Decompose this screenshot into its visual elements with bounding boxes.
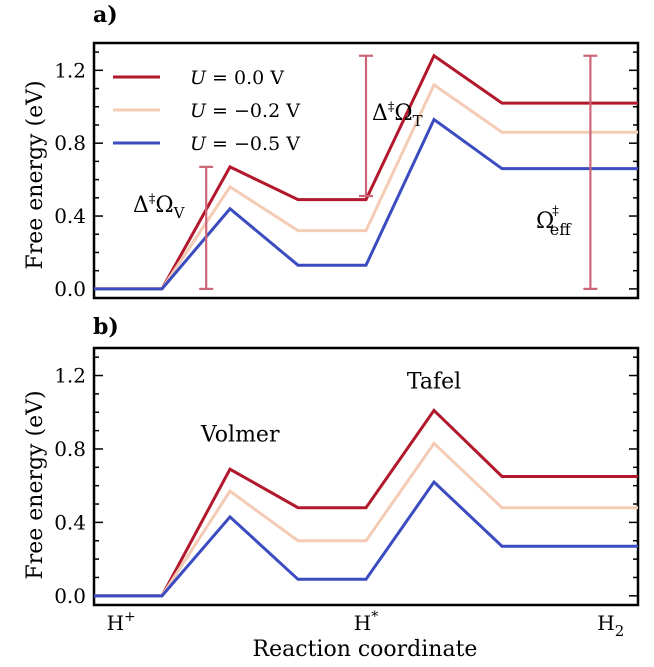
delta-symbol: Δ bbox=[133, 193, 149, 218]
panel-b-ytick-label: 0.4 bbox=[54, 510, 86, 534]
legend-entry-2: U = −0.5 V bbox=[190, 133, 300, 155]
volmer-label: Volmer bbox=[200, 423, 280, 448]
tafel-barrier-label: Δ‡ΩT bbox=[372, 100, 423, 130]
legend-symbol: U bbox=[190, 133, 207, 155]
panel-b-series-line-1 bbox=[94, 441, 638, 598]
panel-a-ylabel: Free energy (eV) bbox=[23, 80, 48, 269]
omega-symbol: Ω bbox=[536, 209, 554, 234]
panel-a-ytick-label: 0.4 bbox=[54, 204, 86, 228]
xtick-sup: * bbox=[371, 609, 378, 625]
panel-b-label: b) bbox=[93, 314, 119, 340]
panel-a-ytick-label: 0.0 bbox=[54, 277, 86, 301]
volmer-barrier-label: Δ‡ΩV bbox=[133, 192, 186, 222]
panel-b-series-line-0 bbox=[94, 408, 638, 598]
effective-barrier-label: Ω‡ eff bbox=[536, 204, 572, 239]
panel-b-ytick-label: 1.2 bbox=[54, 364, 86, 388]
panel-b-series-line-2 bbox=[94, 479, 638, 598]
legend-value: = −0.2 V bbox=[206, 100, 300, 122]
xtick-label-0: H+ bbox=[107, 609, 136, 635]
legend-symbol: U bbox=[190, 100, 207, 122]
xtick-sub: 2 bbox=[615, 622, 625, 640]
double-dagger: ‡ bbox=[388, 100, 395, 115]
panel-a-series-line-0 bbox=[94, 53, 638, 291]
legend-value: = 0.0 V bbox=[206, 67, 284, 89]
legend-symbol: U bbox=[190, 67, 207, 89]
subscript: V bbox=[173, 204, 186, 222]
panel-a-series-line-2 bbox=[94, 117, 638, 291]
panel-b-ylabel: Free energy (eV) bbox=[23, 390, 48, 579]
panel-a-ytick-label: 0.8 bbox=[54, 131, 86, 155]
subscript: eff bbox=[550, 220, 572, 239]
xtick-main: H bbox=[354, 611, 371, 635]
xtick-sup: + bbox=[124, 609, 136, 625]
xtick-label-1: H* bbox=[354, 609, 378, 635]
panel-b-ytick-label: 0.8 bbox=[54, 437, 86, 461]
subscript: T bbox=[413, 112, 423, 130]
legend: U = 0.0 VU = −0.2 VU = −0.5 V bbox=[113, 67, 300, 155]
legend-entry-0: U = 0.0 V bbox=[190, 67, 284, 89]
legend-value: = −0.5 V bbox=[206, 133, 300, 155]
xtick-main: H bbox=[107, 611, 124, 635]
panel-b-ytick-label: 0.0 bbox=[54, 584, 86, 608]
double-dagger: ‡ bbox=[149, 192, 156, 207]
panel-b-xlabel: Reaction coordinate bbox=[253, 637, 478, 662]
panel-a-plot: 0.00.40.81.2 U = 0.0 VU = −0.2 VU = −0.5 … bbox=[54, 41, 640, 301]
omega-symbol: Ω bbox=[155, 193, 173, 218]
delta-symbol: Δ bbox=[372, 101, 388, 126]
double-dagger: ‡ bbox=[552, 204, 559, 219]
legend-entry-1: U = −0.2 V bbox=[190, 100, 300, 122]
panel-a-label: a) bbox=[93, 2, 118, 28]
xtick-main: H bbox=[597, 611, 614, 635]
panel-a-frame bbox=[92, 41, 640, 300]
panel-a-ytick-label: 1.2 bbox=[54, 58, 86, 82]
tafel-label: Tafel bbox=[407, 369, 461, 394]
xtick-label-2: H2 bbox=[597, 611, 624, 640]
panel-a-series-line-1 bbox=[94, 82, 638, 291]
omega-symbol: Ω bbox=[394, 101, 412, 126]
